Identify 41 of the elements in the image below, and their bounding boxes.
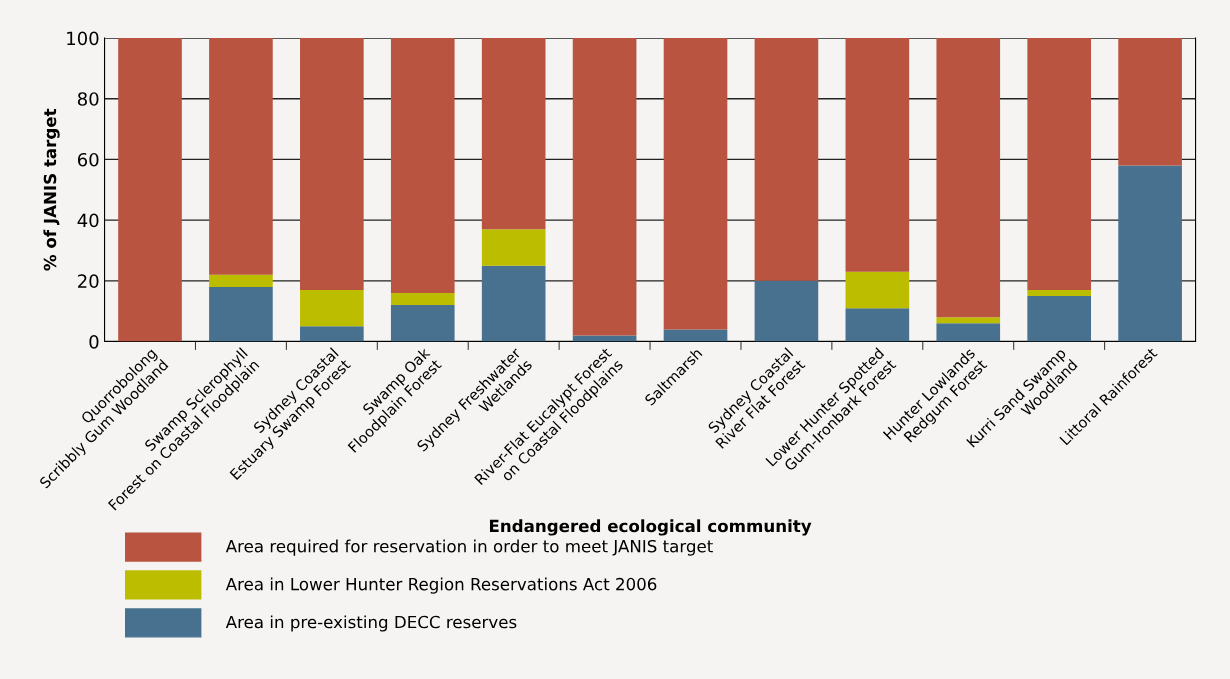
bar: [209, 286, 273, 342]
bar: [754, 280, 819, 342]
bar: [663, 329, 728, 342]
bar: [300, 289, 364, 327]
bar: [845, 308, 910, 342]
bar: [572, 335, 637, 342]
bar: [1027, 296, 1091, 342]
bar: [1118, 165, 1182, 342]
y-tick-label: 60: [77, 152, 99, 167]
bar: [845, 271, 910, 309]
bar: [1118, 38, 1182, 166]
bar: [754, 38, 819, 281]
bar: [481, 38, 546, 230]
bar: [845, 38, 910, 272]
legend-label: Area in pre-existing DECC reserves: [225, 615, 517, 632]
y-tick-label: 20: [78, 274, 99, 288]
y-tick-label: 0: [89, 335, 99, 349]
bar: [300, 38, 364, 290]
bar: [390, 305, 455, 342]
bar: [300, 326, 364, 342]
bar: [209, 274, 273, 287]
bar: [1027, 38, 1091, 290]
x-axis-title: Endangered ecological community: [489, 519, 812, 536]
y-tick-label: 40: [77, 213, 99, 228]
bar: [663, 38, 728, 330]
bar: [390, 292, 455, 306]
y-tick-label: 80: [77, 92, 99, 106]
y-tick-label: 100: [67, 31, 99, 46]
bar: [572, 38, 637, 336]
bar: [936, 323, 1001, 342]
bar: [481, 265, 546, 342]
bar: [936, 317, 1001, 324]
bar: [1027, 289, 1091, 297]
legend-label: Area in Lower Hunter Region Reservations Act 2006: [225, 577, 657, 594]
bar: [481, 229, 546, 266]
bar: [390, 38, 455, 293]
bar: [118, 38, 182, 342]
bar: [936, 38, 1001, 318]
legend-label: Area required for reservation in order to meet JANIS target: [225, 539, 713, 556]
y-axis-title: % of JANIS target: [43, 108, 60, 271]
bar: [209, 38, 273, 275]
